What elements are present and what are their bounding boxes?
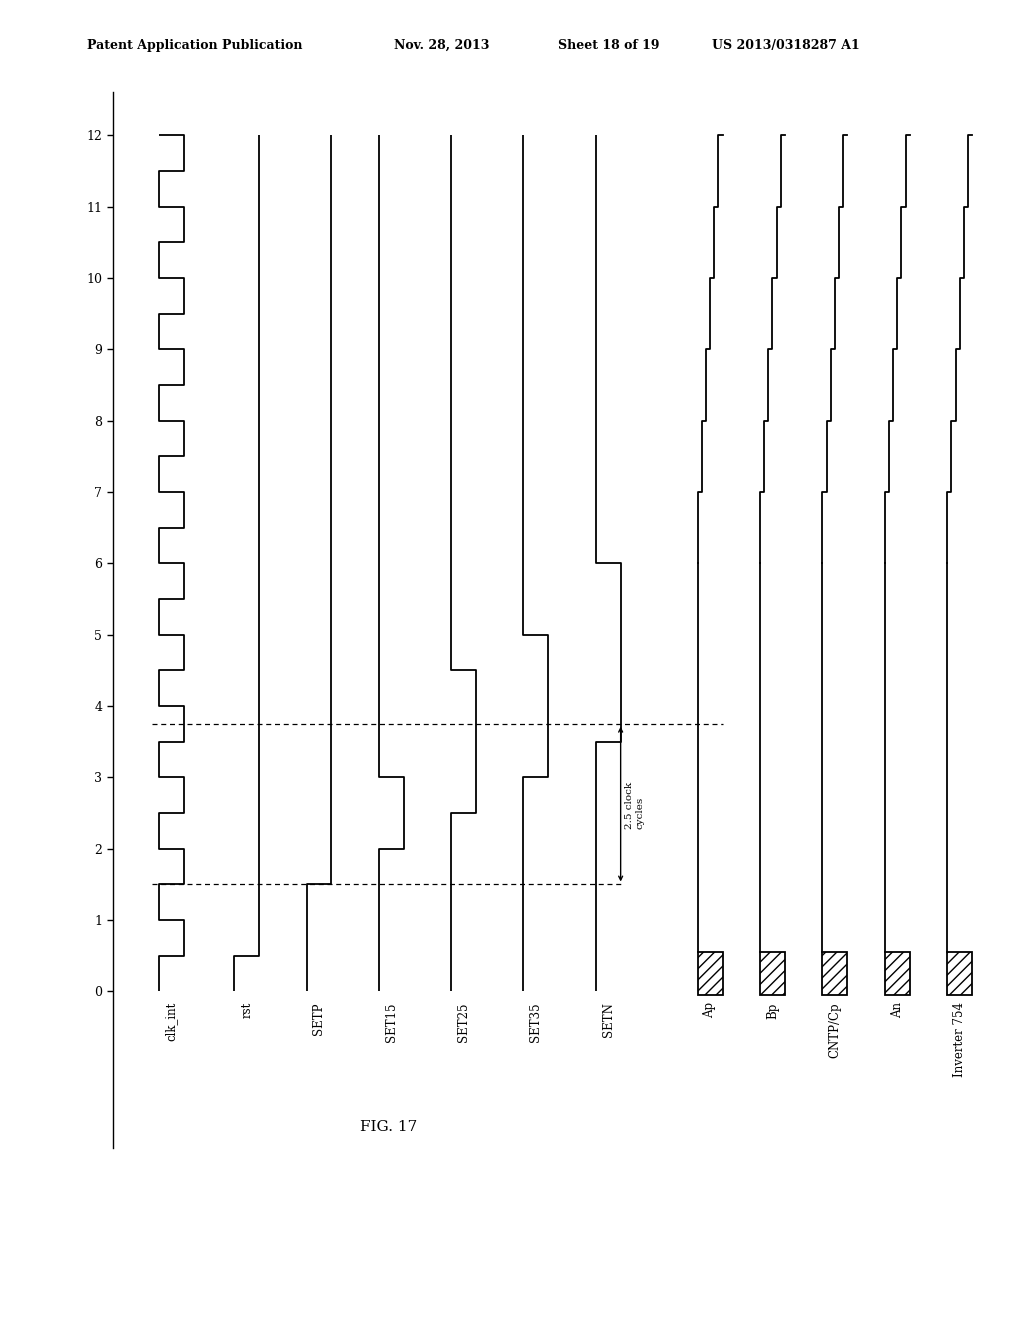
Bar xyxy=(697,952,723,995)
Bar xyxy=(947,952,972,995)
Text: SETP: SETP xyxy=(312,1002,326,1035)
Text: SET25: SET25 xyxy=(457,1002,470,1041)
Text: FIG. 17: FIG. 17 xyxy=(360,1119,418,1134)
Text: 2.5 clock
cycles: 2.5 clock cycles xyxy=(626,783,645,829)
Text: clk_int: clk_int xyxy=(165,1002,177,1041)
Text: SET15: SET15 xyxy=(385,1002,397,1041)
Bar xyxy=(822,952,848,995)
Text: An: An xyxy=(891,1002,904,1018)
Bar xyxy=(885,952,909,995)
Bar xyxy=(760,952,785,995)
Text: SET35: SET35 xyxy=(529,1002,543,1041)
Text: SETN: SETN xyxy=(602,1002,614,1038)
Text: Sheet 18 of 19: Sheet 18 of 19 xyxy=(558,38,659,51)
Text: Inverter 754: Inverter 754 xyxy=(953,1002,967,1077)
Text: Bp: Bp xyxy=(766,1002,779,1019)
Text: Patent Application Publication: Patent Application Publication xyxy=(87,38,302,51)
Text: Ap: Ap xyxy=(703,1002,717,1018)
Text: US 2013/0318287 A1: US 2013/0318287 A1 xyxy=(712,38,859,51)
Text: rst: rst xyxy=(241,1002,253,1018)
Text: CNTP/Cp: CNTP/Cp xyxy=(828,1002,842,1057)
Text: Nov. 28, 2013: Nov. 28, 2013 xyxy=(394,38,489,51)
